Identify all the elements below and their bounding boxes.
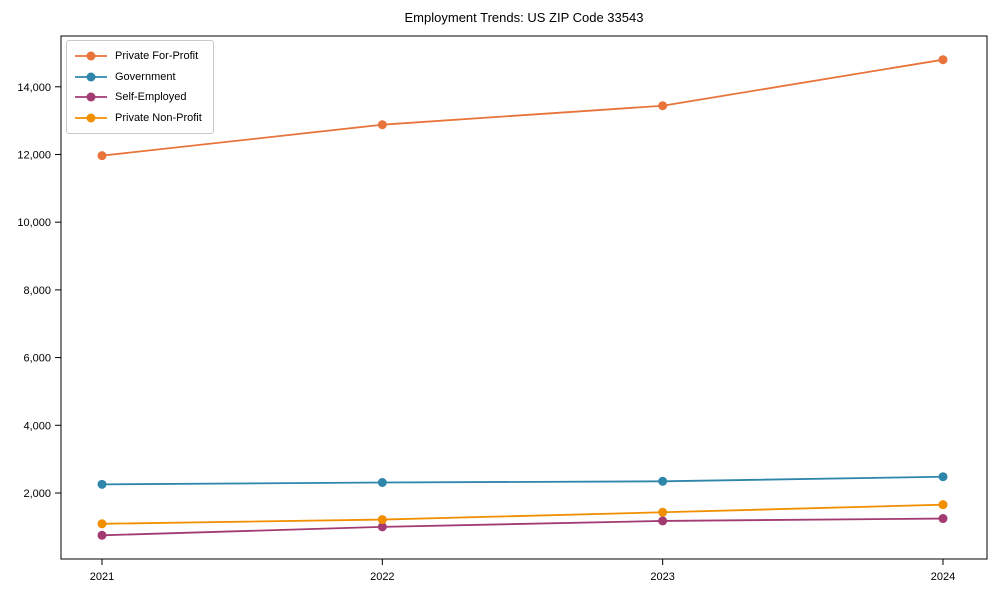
y-tick-label: 6,000 <box>23 353 51 365</box>
data-point-marker-0-3 <box>938 55 948 65</box>
legend-item: Private Non-Profit <box>74 108 202 129</box>
series-line-1 <box>101 475 944 486</box>
legend-item: Self-Employed <box>74 87 202 108</box>
x-tick-label: 2021 <box>90 571 114 583</box>
series-line-3 <box>101 503 944 525</box>
series-line-2 <box>101 517 944 537</box>
legend-label: Private Non-Profit <box>115 111 202 124</box>
plot-frame <box>60 35 988 560</box>
data-point-marker-2-1 <box>377 522 387 532</box>
y-tick-label: 4,000 <box>23 420 51 432</box>
legend-line-marker-icon <box>75 92 107 102</box>
data-point-marker-1-1 <box>377 477 387 487</box>
data-point-marker-2-0 <box>97 530 107 540</box>
legend: Private For-Profit Government Self-Emplo… <box>66 40 214 134</box>
y-tick-label: 14,000 <box>17 82 51 94</box>
legend-label: Government <box>115 70 176 83</box>
data-point-marker-1-0 <box>97 479 107 489</box>
legend-label: Self-Employed <box>115 91 187 104</box>
data-point-marker-3-0 <box>97 519 107 529</box>
y-tick-label: 10,000 <box>17 217 51 229</box>
legend-label: Private For-Profit <box>115 50 199 63</box>
legend-line-marker-icon <box>75 72 107 82</box>
legend-line-marker-icon <box>75 51 107 61</box>
data-point-marker-0-0 <box>97 151 107 161</box>
data-point-marker-0-1 <box>377 120 387 130</box>
data-point-marker-0-2 <box>658 101 668 111</box>
x-tick-label: 2023 <box>650 571 674 583</box>
y-tick-label: 12,000 <box>17 149 51 161</box>
chart-title: Employment Trends: US ZIP Code 33543 <box>404 10 644 25</box>
y-tick-label: 2,000 <box>23 488 51 500</box>
series-line-0 <box>101 58 944 157</box>
data-point-marker-3-2 <box>658 507 668 517</box>
legend-line-marker-icon <box>75 113 107 123</box>
data-point-marker-3-1 <box>377 515 387 525</box>
data-point-marker-2-3 <box>938 514 948 524</box>
x-tick-label: 2024 <box>931 571 955 583</box>
x-tick-label: 2022 <box>370 571 394 583</box>
y-tick-label: 8,000 <box>23 285 51 297</box>
data-point-marker-2-2 <box>658 516 668 526</box>
data-point-marker-3-3 <box>938 500 948 510</box>
data-point-marker-1-2 <box>658 476 668 486</box>
legend-item: Government <box>74 67 202 88</box>
legend-item: Private For-Profit <box>74 46 202 67</box>
data-point-marker-1-3 <box>938 472 948 482</box>
